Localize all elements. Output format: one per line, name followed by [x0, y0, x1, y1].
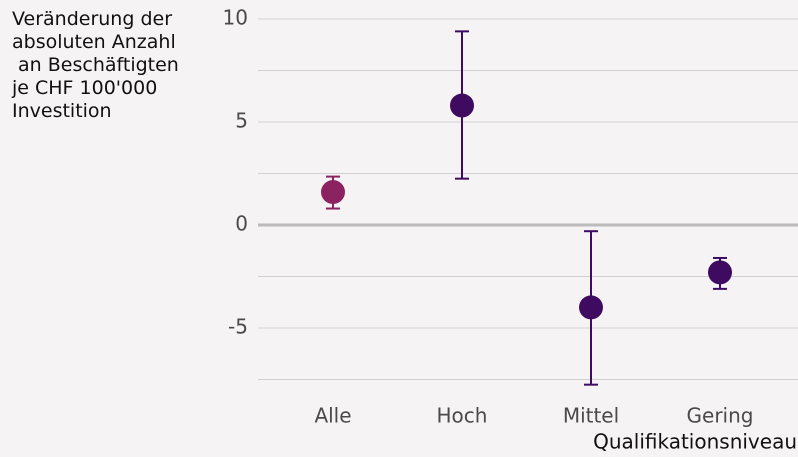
point: [321, 180, 345, 205]
y-tick-label: 5: [235, 109, 248, 133]
point: [708, 260, 732, 285]
x-axis-label: Qualifikationsniveau: [593, 430, 797, 454]
point: [450, 93, 474, 118]
point: [579, 295, 603, 320]
x-tick-label: Hoch: [437, 404, 488, 428]
y-tick-label: -5: [228, 315, 248, 339]
x-tick-label: Gering: [687, 404, 754, 428]
y-axis-label: Veränderung der absoluten Anzahl an Besc…: [12, 8, 179, 122]
x-tick-label: Mittel: [563, 404, 619, 428]
x-tick-label: Alle: [314, 404, 351, 428]
y-tick-label: 0: [235, 212, 248, 236]
y-tick-label: 10: [223, 6, 248, 30]
